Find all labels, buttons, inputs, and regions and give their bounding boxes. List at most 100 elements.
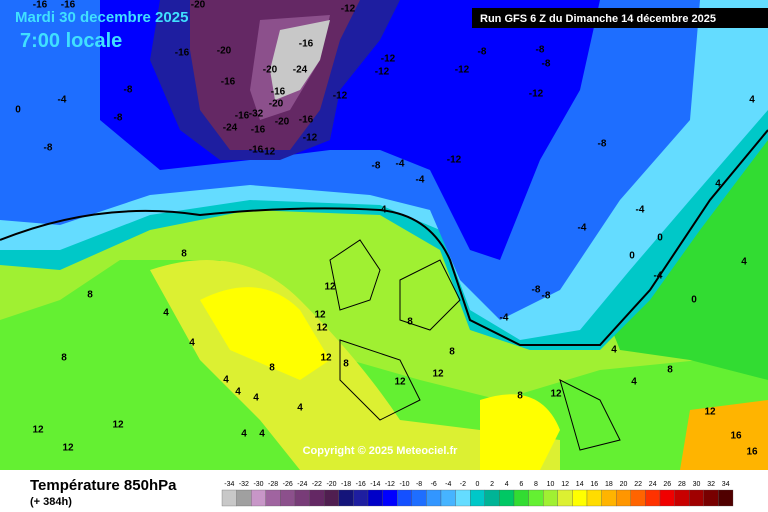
legend-swatch [674,489,690,507]
temperature-label: 12 [32,425,44,436]
legend-swatch [426,489,442,507]
legend-value: -22 [312,481,322,488]
legend-swatch [470,489,485,507]
temperature-label: -8 [598,139,607,150]
legend-swatch [382,489,398,507]
temperature-label: 4 [297,403,303,414]
legend-value: -2 [460,481,466,488]
temperature-label: 4 [631,377,637,388]
temperature-label: 8 [517,391,523,402]
temperature-label: -8 [536,45,545,56]
legend-swatch [236,489,252,507]
temperature-label: -24 [223,123,238,134]
temperature-label: 12 [320,353,332,364]
legend-swatch [455,489,471,507]
legend-value: 32 [707,481,715,488]
legend-value: 34 [722,481,730,488]
temperature-label: -8 [372,161,381,172]
temperature-label: -20 [269,99,284,110]
legend-value: 22 [634,481,642,488]
legend-value: -12 [385,481,395,488]
legend-swatch [309,489,325,507]
legend-value: 24 [649,481,657,488]
temperature-label: -16 [271,87,286,98]
legend-swatch [718,489,734,507]
color-scale: -34 -32 -30 -28 -26 -24 -22 -20 -18 -16 -14 -12 -10-… [221,481,734,507]
legend-value: 26 [663,481,671,488]
temperature-label: 8 [407,317,413,328]
legend-value: 14 [576,481,584,488]
temperature-label: -8 [478,47,487,58]
temperature-label: 16 [746,447,758,458]
temperature-label: 4 [163,308,169,319]
copyright: Copyright © 2025 Meteociel.fr [303,445,459,457]
temperature-label: -16 [33,0,48,11]
map-background [0,0,768,470]
legend-value: 4 [505,481,509,488]
temperature-label: -12 [529,89,544,100]
legend-swatch [557,489,573,507]
legend-swatch [280,489,296,507]
temperature-label: -4 [378,205,387,216]
temperature-label: -4 [500,313,509,324]
temperature-label: -12 [333,91,348,102]
temperature-label: -20 [191,0,206,11]
temperature-label: 4 [253,393,259,404]
legend-value: -16 [356,481,366,488]
legend-swatch [338,489,354,507]
legend-swatch [440,489,456,507]
temperature-label: 8 [449,347,455,358]
temperature-label: 8 [87,290,93,301]
temperature-label: -12 [455,65,470,76]
legend-value: -4 [445,481,451,488]
temperature-label: 8 [181,249,187,260]
run-box [472,8,768,28]
temperature-label: 12 [324,282,336,293]
temperature-label: 12 [314,310,326,321]
temperature-label: -8 [542,291,551,302]
temperature-label: -4 [654,271,663,282]
legend-value: 8 [534,481,538,488]
legend-value: 12 [561,481,569,488]
temperature-label: -4 [396,159,405,170]
legend-swatch [528,489,544,507]
legend-swatch [601,489,617,507]
temperature-label: 4 [715,179,721,190]
temperature-label: 12 [316,323,328,334]
temperature-label: 16 [730,431,742,442]
legend-swatch [513,489,529,507]
legend-swatch [367,489,383,507]
temperature-label: 0 [691,295,697,306]
temperature-label: 12 [550,389,562,400]
legend-value: -30 [253,481,263,488]
legend-swatch [659,489,675,507]
temperature-label: 12 [432,369,444,380]
temperature-label: 0 [15,105,21,116]
temperature-label: 12 [62,443,74,454]
legend-value: -6 [431,481,437,488]
legend-value: -32 [239,481,249,488]
temperature-label: -4 [578,223,587,234]
time: 7:00 locale [20,30,122,52]
legend-swatch [616,489,631,507]
temperature-label: 4 [235,387,241,398]
temperature-label: -20 [275,117,290,128]
temperature-label: 0 [657,233,663,244]
temperature-label: -4 [58,95,67,106]
legend-swatch [499,489,515,507]
temperature-label: 4 [223,375,229,386]
temperature-label: 12 [704,407,716,418]
temperature-label: 8 [61,353,67,364]
legend-swatch [251,489,266,507]
temperature-label: -4 [636,205,645,216]
legend-value: 6 [519,481,523,488]
temperature-label: 4 [611,345,617,356]
legend-swatch [703,489,719,507]
temperature-label: -12 [303,133,318,144]
temperature-label: -24 [293,65,308,76]
legend-value: -8 [416,481,422,488]
legend-value: -20 [326,481,336,488]
temperature-label: -32 [249,109,264,120]
run-info: Run GFS 6 Z du Dimanche 14 décembre 2025 [480,13,716,25]
